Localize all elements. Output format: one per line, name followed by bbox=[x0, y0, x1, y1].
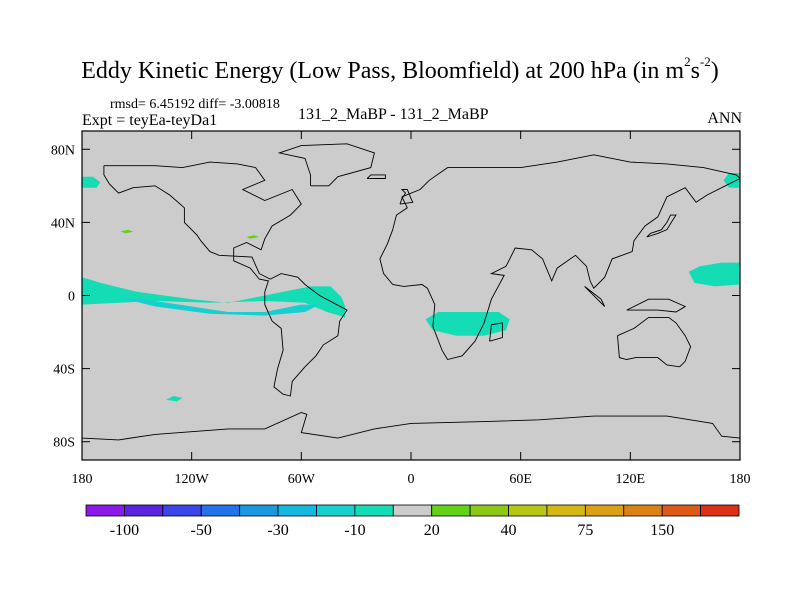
colorbar-label: -30 bbox=[267, 522, 288, 539]
x-tick-label: 60W bbox=[288, 472, 316, 487]
colorbar-box bbox=[623, 504, 663, 517]
colorbar-box bbox=[508, 504, 548, 517]
colorbar-box bbox=[200, 504, 241, 517]
contour-small-blob-2 bbox=[120, 229, 134, 234]
colorbar-label: -50 bbox=[191, 522, 212, 539]
colorbar-box bbox=[546, 504, 586, 517]
colorbar-label: -10 bbox=[344, 522, 365, 539]
contour-east-siberia-blob bbox=[723, 173, 740, 188]
colorbar-box bbox=[277, 504, 317, 517]
x-tick-label: 0 bbox=[408, 472, 415, 487]
colorbar-label: 150 bbox=[650, 522, 674, 539]
plot-title: Eddy Kinetic Energy (Low Pass, Bloomfiel… bbox=[81, 54, 719, 84]
contour-alaska-blob bbox=[82, 176, 101, 188]
colorbar-box bbox=[354, 504, 394, 517]
y-tick-label: 0 bbox=[68, 290, 75, 305]
x-tick-label: 120W bbox=[175, 472, 210, 487]
colorbar-box bbox=[469, 504, 509, 517]
contour-small-blob-1 bbox=[166, 396, 183, 402]
contour-tropical-pacific-band bbox=[82, 277, 346, 318]
colorbar-label: 20 bbox=[424, 522, 440, 539]
contour-tropical-pacific-core bbox=[118, 297, 320, 316]
colorbar-box bbox=[431, 504, 471, 517]
x-tick-label: 180 bbox=[72, 472, 93, 487]
axis-ticks bbox=[81, 131, 741, 460]
experiment-label: Expt = teyEa-teyDa1 bbox=[82, 112, 218, 129]
shaded-contours bbox=[82, 173, 740, 402]
colorbar-box bbox=[162, 504, 202, 517]
x-tick-label: 180 bbox=[730, 472, 751, 487]
season-label: ANN bbox=[707, 110, 742, 127]
colorbar-box bbox=[392, 504, 433, 517]
contour-south-atlantic-africa-blob bbox=[425, 312, 510, 336]
colorbar-box bbox=[124, 504, 164, 517]
y-tick-label: 40N bbox=[51, 216, 75, 231]
axis-labels: 180 120W 60W 0 60E 120E 180 80N 40N 0 40S 80S bbox=[51, 143, 751, 487]
contour-small-blob-3 bbox=[246, 235, 260, 239]
coastline-outline bbox=[82, 143, 740, 441]
colorbar-box bbox=[661, 504, 701, 517]
colorbar-label: 40 bbox=[501, 522, 517, 539]
contour-west-pacific-blob bbox=[688, 262, 740, 287]
y-tick-label: 80N bbox=[51, 143, 75, 158]
x-tick-label: 60E bbox=[509, 472, 532, 487]
x-tick-label: 120E bbox=[616, 472, 646, 487]
stats-text: rmsd= 6.45192 diff= -3.00818 bbox=[110, 97, 280, 112]
colorbar-label: 75 bbox=[577, 522, 593, 539]
map-background bbox=[82, 131, 740, 460]
colorbar-label: -100 bbox=[110, 522, 139, 539]
y-tick-label: 40S bbox=[53, 363, 75, 378]
colorbar-box bbox=[85, 504, 125, 517]
case-label: 131_2_MaBP - 131_2_MaBP bbox=[298, 106, 489, 123]
colorbar-box bbox=[239, 504, 279, 517]
colorbar-box bbox=[700, 504, 740, 517]
y-tick-label: 80S bbox=[53, 436, 75, 451]
colorbar-box bbox=[584, 504, 625, 517]
colorbar: -100 -50 -30 -10 20 40 75 150 bbox=[85, 504, 740, 539]
colorbar-box bbox=[316, 504, 356, 517]
